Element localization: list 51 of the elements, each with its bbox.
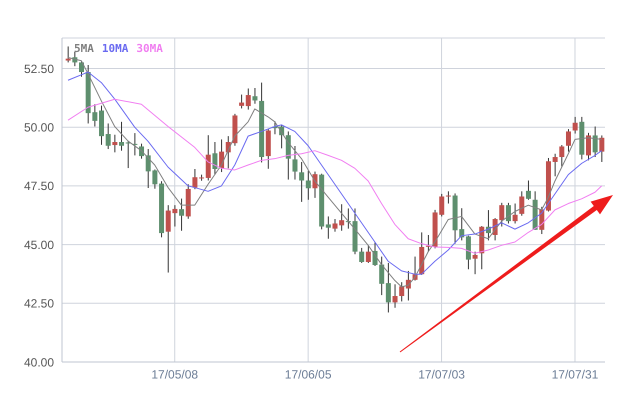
candlestick [79, 60, 84, 78]
candlestick [206, 134, 211, 182]
candlestick [246, 88, 251, 110]
candlestick [146, 148, 151, 189]
candlestick [306, 170, 311, 200]
candlestick [252, 88, 258, 104]
candlestick [366, 244, 371, 264]
candlestick [512, 203, 518, 224]
series-label: 10MA [102, 42, 128, 55]
y-tick-label: 40.00 [24, 355, 54, 370]
x-tick-label: 17/07/03 [418, 368, 466, 382]
candlestick [172, 204, 178, 228]
y-tick-label: 47.50 [24, 179, 54, 194]
candlestick [386, 262, 391, 313]
x-tick-label: 17/07/31 [552, 368, 599, 382]
candlestick [66, 46, 71, 63]
candlestick [592, 126, 598, 158]
candlestick [566, 128, 571, 152]
candlestick [472, 251, 478, 275]
candlestick [326, 216, 331, 240]
candlestick [212, 142, 218, 176]
candlestick [399, 282, 404, 302]
candlestick [299, 161, 304, 202]
candlestick [292, 146, 298, 180]
y-tick-label: 42.50 [24, 296, 54, 311]
x-tick-label: 17/05/08 [151, 368, 198, 382]
series-label: 5MA [74, 42, 94, 55]
candlestick [559, 144, 564, 168]
candlestick [239, 94, 244, 109]
candlestick [572, 116, 578, 134]
candlestick [426, 234, 431, 252]
candlestick [466, 235, 471, 270]
y-tick-label: 45.00 [24, 238, 54, 252]
y-tick-label: 50.00 [24, 120, 54, 134]
line-series [68, 98, 602, 254]
candlestick [599, 134, 604, 162]
candlestick [179, 198, 184, 232]
candlestick [392, 284, 398, 308]
candlestick [506, 202, 511, 224]
text: 30MA [136, 42, 163, 55]
y-tick-label: 52.50 [24, 62, 54, 76]
candlestick [526, 180, 531, 200]
x-tick-label: 17/06/05 [284, 368, 332, 382]
candlestick [359, 247, 364, 264]
candlestick [586, 132, 591, 161]
candlestick [166, 204, 171, 274]
candlestick [112, 134, 118, 153]
candlestick [519, 190, 524, 216]
candlestick [499, 202, 504, 228]
candlestick [446, 190, 451, 204]
candlestick [312, 171, 318, 198]
